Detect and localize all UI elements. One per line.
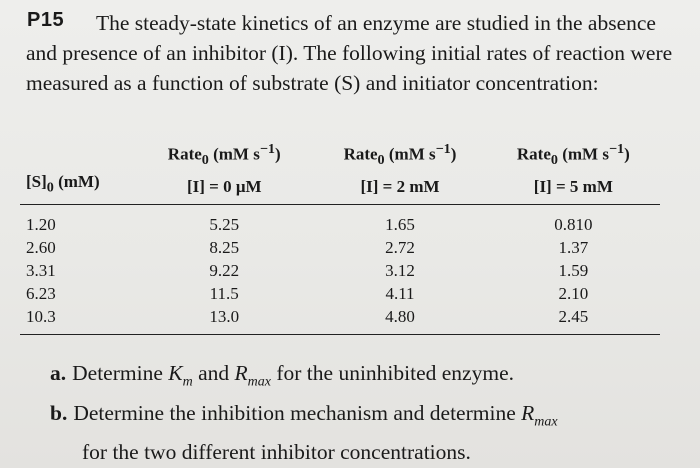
substrate-cell: 6.23 xyxy=(26,284,56,304)
problem-number: P15 xyxy=(27,9,65,31)
condition-header: [I] = 2 mM xyxy=(313,171,487,206)
table-row: 3.31 9.22 3.12 1.59 xyxy=(20,259,660,282)
substrate-cell: 3.31 xyxy=(26,261,56,281)
table-row: 6.23 11.5 4.11 2.10 xyxy=(20,282,660,305)
rate-header: Rate0 (mM s−1) xyxy=(516,141,630,169)
rate-cell: 8.25 xyxy=(209,238,240,258)
table-row: 10.3 13.0 4.80 2.45 xyxy=(20,305,660,336)
rate-cell: 4.80 xyxy=(313,305,487,336)
question-b-continuation: for the two different inhibitor concentr… xyxy=(82,440,471,465)
question-a: a. Determine Km and Rmax for the uninhibi… xyxy=(50,361,514,390)
rate-cell: 4.11 xyxy=(385,284,415,304)
substrate-cell: 10.3 xyxy=(20,305,136,336)
table-header-row-conditions: [S]0 (mM) [I] = 0 μM [I] = 2 mM [I] = 5 … xyxy=(20,171,660,206)
rate-cell: 1.59 xyxy=(558,261,589,281)
rates-table: Rate0 (mM s−1) Rate0 (mM s−1) Rate0 (mM … xyxy=(20,138,660,336)
rate-cell: 1.37 xyxy=(558,238,589,258)
rate-cell: 0.810 xyxy=(554,215,593,235)
rate-header: Rate0 (mM s−1) xyxy=(343,141,457,169)
rate-cell: 1.65 xyxy=(385,215,415,235)
condition-header: [I] = 5 mM xyxy=(486,171,660,206)
rate-cell: 11.5 xyxy=(209,284,239,304)
question-label: a. xyxy=(50,361,67,385)
table-row: 2.60 8.25 2.72 1.37 xyxy=(20,236,660,259)
question-label: b. xyxy=(50,401,68,425)
condition-header: [I] = 0 μM xyxy=(135,171,314,206)
question-b: b. Determine the inhibition mechanism and… xyxy=(50,398,670,467)
rate-cell: 2.72 xyxy=(385,238,415,258)
substrate-header: [S]0 (mM) xyxy=(20,171,136,206)
rate-cell: 2.10 xyxy=(558,284,589,304)
rate-cell: 3.12 xyxy=(385,261,415,281)
rate-cell: 9.22 xyxy=(209,261,240,281)
rate-cell: 2.45 xyxy=(486,305,660,336)
table-header-row-rate: Rate0 (mM s−1) Rate0 (mM s−1) Rate0 (mM … xyxy=(20,138,660,171)
problem-statement: The steady-state kinetics of an enzyme a… xyxy=(26,11,673,95)
rate-cell: 13.0 xyxy=(135,305,314,336)
substrate-cell: 1.20 xyxy=(26,215,56,235)
rate-header: Rate0 (mM s−1) xyxy=(167,141,281,169)
substrate-cell: 2.60 xyxy=(26,238,56,258)
rate-cell: 5.25 xyxy=(209,215,240,235)
table-row: 1.20 5.25 1.65 0.810 xyxy=(20,205,660,237)
